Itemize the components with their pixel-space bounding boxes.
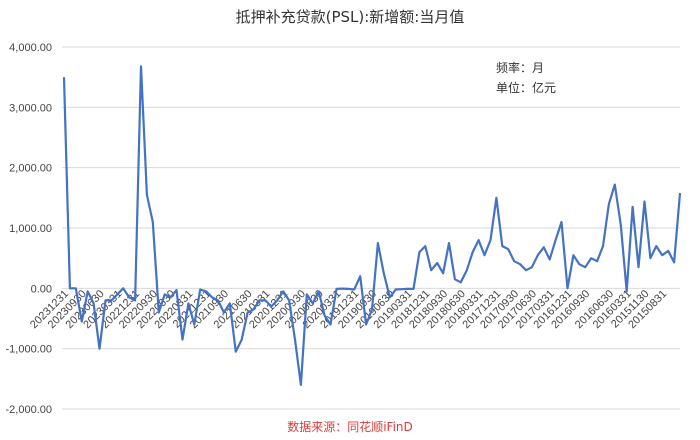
chart-notes: 频率：月 单位：亿元: [496, 58, 556, 98]
y-tick-label: 1,000.00: [9, 223, 52, 235]
unit-note: 单位：亿元: [496, 81, 557, 95]
series: [62, 65, 682, 386]
y-tick-label: -1,000.00: [6, 344, 52, 356]
source-note: 数据来源：同花顺iFinD: [287, 420, 413, 434]
series-line: [62, 65, 682, 386]
grid: [62, 46, 680, 410]
chart-title: 抵押补充贷款(PSL):新增额:当月值: [235, 8, 465, 26]
y-tick-label: -2,000.00: [6, 404, 52, 416]
y-tick-label: 0.00: [31, 283, 52, 295]
y-tick-label: 4,000.00: [9, 42, 52, 54]
frequency-note: 频率：月: [496, 61, 545, 75]
y-tick-label: 3,000.00: [9, 102, 52, 114]
y-tick-label: 2,000.00: [9, 163, 52, 175]
x-axis: 2023123120230930202306302023033120221231…: [28, 288, 669, 331]
y-axis: 4,000.00 3,000.00 2,000.00 1,000.00 0.00 -1,0…: [6, 42, 52, 416]
